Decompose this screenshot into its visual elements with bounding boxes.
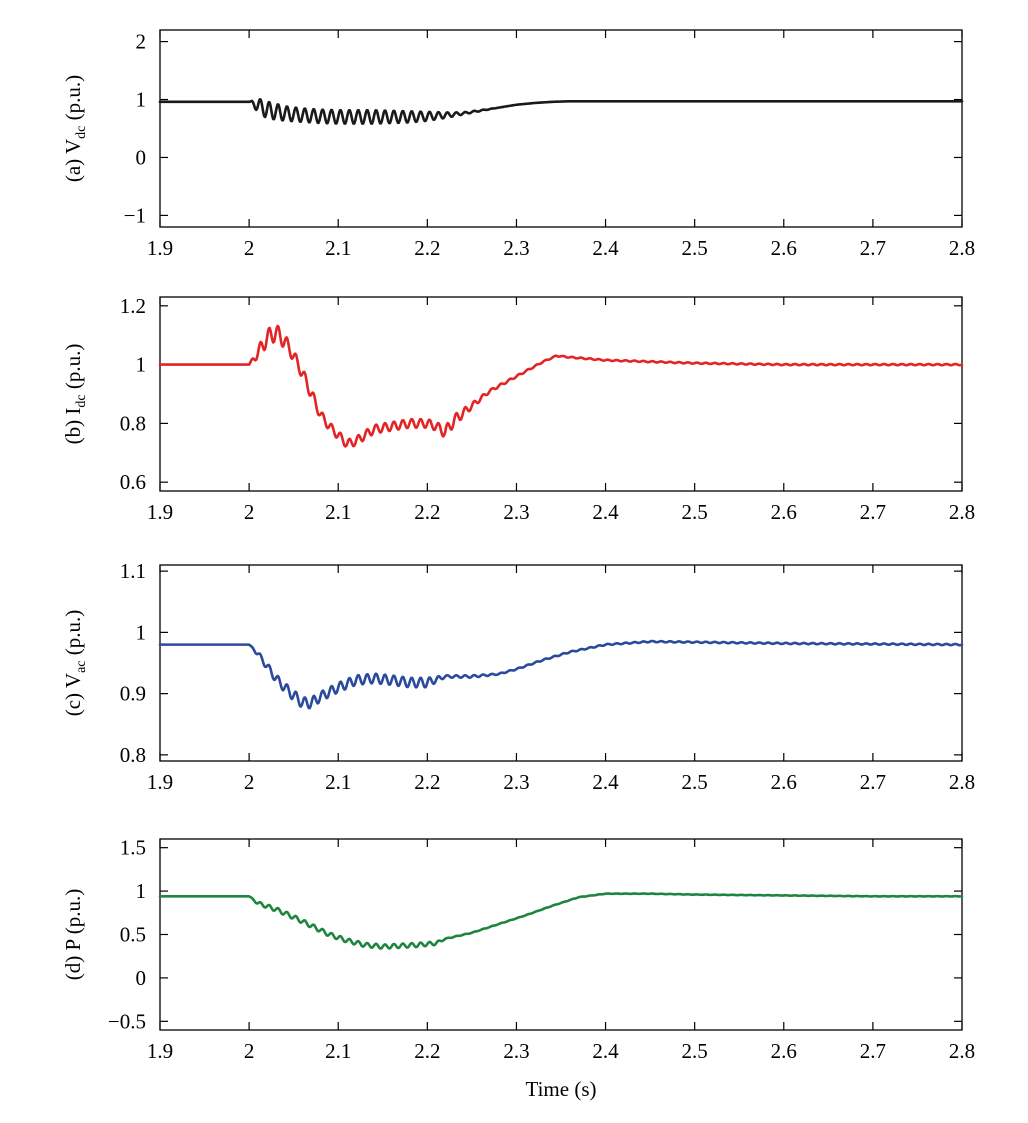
y-tick-label: 1	[136, 88, 147, 112]
x-tick-label: 2.8	[949, 770, 975, 794]
x-tick-label: 2.3	[503, 236, 529, 260]
y-tick-label: 0.5	[120, 923, 146, 947]
x-axis-label: Time (s)	[526, 1077, 597, 1101]
y-axis-label: (c) Vac (p.u.)	[61, 610, 89, 717]
y-tick-label: 1	[136, 620, 147, 644]
panel-d: 1.9 2 2.1 2.2 2.3 2.4 2.5 2.6 2.7 2.8 −0.5 0 0.5 1 1.5…	[61, 836, 975, 1101]
axes-frame	[159, 564, 963, 762]
x-tick-label: 2	[244, 1039, 255, 1063]
x-tick-label: 2.2	[414, 1039, 440, 1063]
x-tick-label: 1.9	[147, 236, 173, 260]
x-tick-label: 2.5	[682, 770, 708, 794]
y-axis-label: (b) Idc (p.u.)	[61, 344, 89, 445]
series-line-d	[158, 892, 964, 950]
axes-frame	[159, 29, 963, 228]
x-tick-label: 2.7	[860, 1039, 886, 1063]
x-tick-label: 2	[244, 500, 255, 524]
x-tick-label: 1.9	[147, 770, 173, 794]
x-tick-label: 2.4	[592, 770, 619, 794]
x-tick-label: 2.5	[682, 500, 708, 524]
x-tick-label: 2.4	[592, 500, 619, 524]
series-line-b	[158, 324, 964, 448]
y-tick-label: 0.8	[120, 411, 146, 435]
x-tick-label: 2.2	[414, 770, 440, 794]
y-axis-label-main: (b) I	[61, 408, 85, 445]
series-line-c	[158, 639, 964, 710]
y-tick-label: 0	[136, 966, 147, 990]
panel-a: 1.9 2 2.1 2.2 2.3 2.4 2.5 2.6 2.7 2.8 −1 0 1 2 (a) Vdc…	[61, 29, 975, 260]
y-axis-label-subscript: ac	[74, 660, 89, 672]
x-tick-label: 2.7	[860, 236, 886, 260]
x-tick-label: 2.5	[682, 1039, 708, 1063]
x-tick-label: 2.2	[414, 236, 440, 260]
x-tick-label: 2.8	[949, 1039, 975, 1063]
y-tick-label: 1.2	[120, 294, 146, 318]
x-tick-label: 2.3	[503, 1039, 529, 1063]
y-axis-label: (a) Vdc (p.u.)	[61, 75, 89, 182]
x-tick-label: 2.3	[503, 500, 529, 524]
x-tick-label: 2.5	[682, 236, 708, 260]
series-line-a	[158, 98, 964, 125]
y-tick-label: 1.5	[120, 836, 146, 860]
x-tick-label: 2.4	[592, 236, 619, 260]
y-tick-label: 1.1	[120, 559, 146, 583]
x-tick-label: 2.6	[771, 1039, 797, 1063]
axes-frame	[159, 838, 963, 1031]
x-tick-label: 2.2	[414, 500, 440, 524]
x-tick-label: 2.8	[949, 500, 975, 524]
x-tick-label: 2.6	[771, 770, 797, 794]
y-tick-label: −1	[124, 203, 146, 227]
y-axis-label: (d) P (p.u.)	[61, 889, 85, 980]
y-tick-label: 1	[136, 353, 147, 377]
y-axis-label-main: (d) P (p.u.)	[61, 889, 85, 980]
y-tick-label: 0.9	[120, 682, 146, 706]
y-axis-label-unit: (p.u.)	[61, 610, 85, 661]
x-tick-label: 2.7	[860, 770, 886, 794]
y-tick-label: 2	[136, 30, 147, 54]
axes-frame	[159, 296, 963, 492]
y-tick-label: 0.8	[120, 743, 146, 767]
x-tick-label: 2	[244, 236, 255, 260]
panel-b: 1.9 2 2.1 2.2 2.3 2.4 2.5 2.6 2.7 2.8 0.6 0.8 1 1.2 (b…	[61, 294, 975, 524]
y-axis-label-subscript: dc	[74, 394, 89, 407]
x-tick-label: 2.1	[325, 1039, 351, 1063]
x-tick-label: 2.6	[771, 236, 797, 260]
panel-c: 1.9 2 2.1 2.2 2.3 2.4 2.5 2.6 2.7 2.8 0.8 0.9 1 1.1 (c…	[61, 559, 975, 794]
y-axis-label-main: (c) V	[61, 673, 85, 716]
y-tick-label: 0	[136, 145, 147, 169]
y-axis-label-unit: (p.u.)	[61, 344, 85, 395]
y-tick-label: 1	[136, 879, 147, 903]
x-tick-label: 1.9	[147, 1039, 173, 1063]
x-tick-label: 2.6	[771, 500, 797, 524]
y-tick-label: 0.6	[120, 470, 146, 494]
x-tick-label: 2.4	[592, 1039, 619, 1063]
y-axis-label-subscript: dc	[74, 126, 89, 139]
y-axis-label-main: (a) V	[61, 139, 85, 182]
x-tick-label: 2.3	[503, 770, 529, 794]
x-tick-label: 2.1	[325, 500, 351, 524]
x-tick-label: 1.9	[147, 500, 173, 524]
x-tick-label: 2.1	[325, 770, 351, 794]
x-tick-label: 2.7	[860, 500, 886, 524]
y-tick-label: −0.5	[108, 1009, 146, 1033]
x-tick-label: 2.1	[325, 236, 351, 260]
y-axis-label-unit: (p.u.)	[61, 75, 85, 126]
x-tick-label: 2	[244, 770, 255, 794]
x-tick-label: 2.8	[949, 236, 975, 260]
